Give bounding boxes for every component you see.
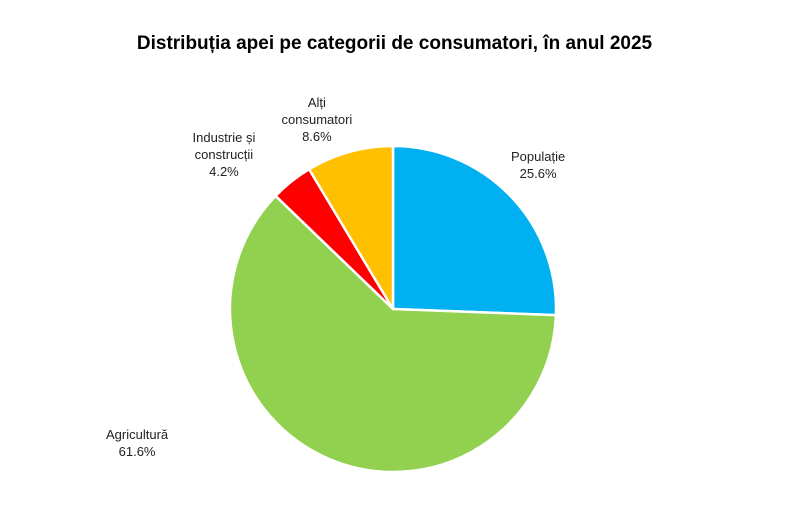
slice-label-1: Agricultură 61.6% bbox=[106, 426, 168, 460]
slice-label-text: Populație bbox=[511, 149, 566, 164]
pie-slice-0 bbox=[391, 144, 558, 317]
slice-label-text: consumatori bbox=[281, 112, 353, 127]
slice-value-label: 8.6% bbox=[302, 129, 332, 144]
chart-title: Distribuția apei pe categorii de consuma… bbox=[136, 33, 653, 54]
slice-label-text: Agricultură bbox=[106, 427, 169, 442]
slice-value-label: 4.2% bbox=[209, 164, 239, 179]
slice-label-3: Alți consumatori 8.6% bbox=[282, 94, 353, 145]
slice-label-text: Alți bbox=[307, 95, 326, 110]
slice-value-label: 25.6% bbox=[519, 166, 557, 181]
pie-slice-3 bbox=[307, 144, 395, 311]
slice-label-text: Industrie și bbox=[192, 130, 256, 145]
slice-label-2: Industrie și construcții 4.2% bbox=[193, 129, 256, 180]
slice-value-label: 61.6% bbox=[118, 444, 156, 459]
slice-label-text: construcții bbox=[194, 147, 254, 162]
slice-label-0: Populație 25.6% bbox=[511, 148, 565, 182]
pie-slice-1 bbox=[228, 194, 558, 474]
